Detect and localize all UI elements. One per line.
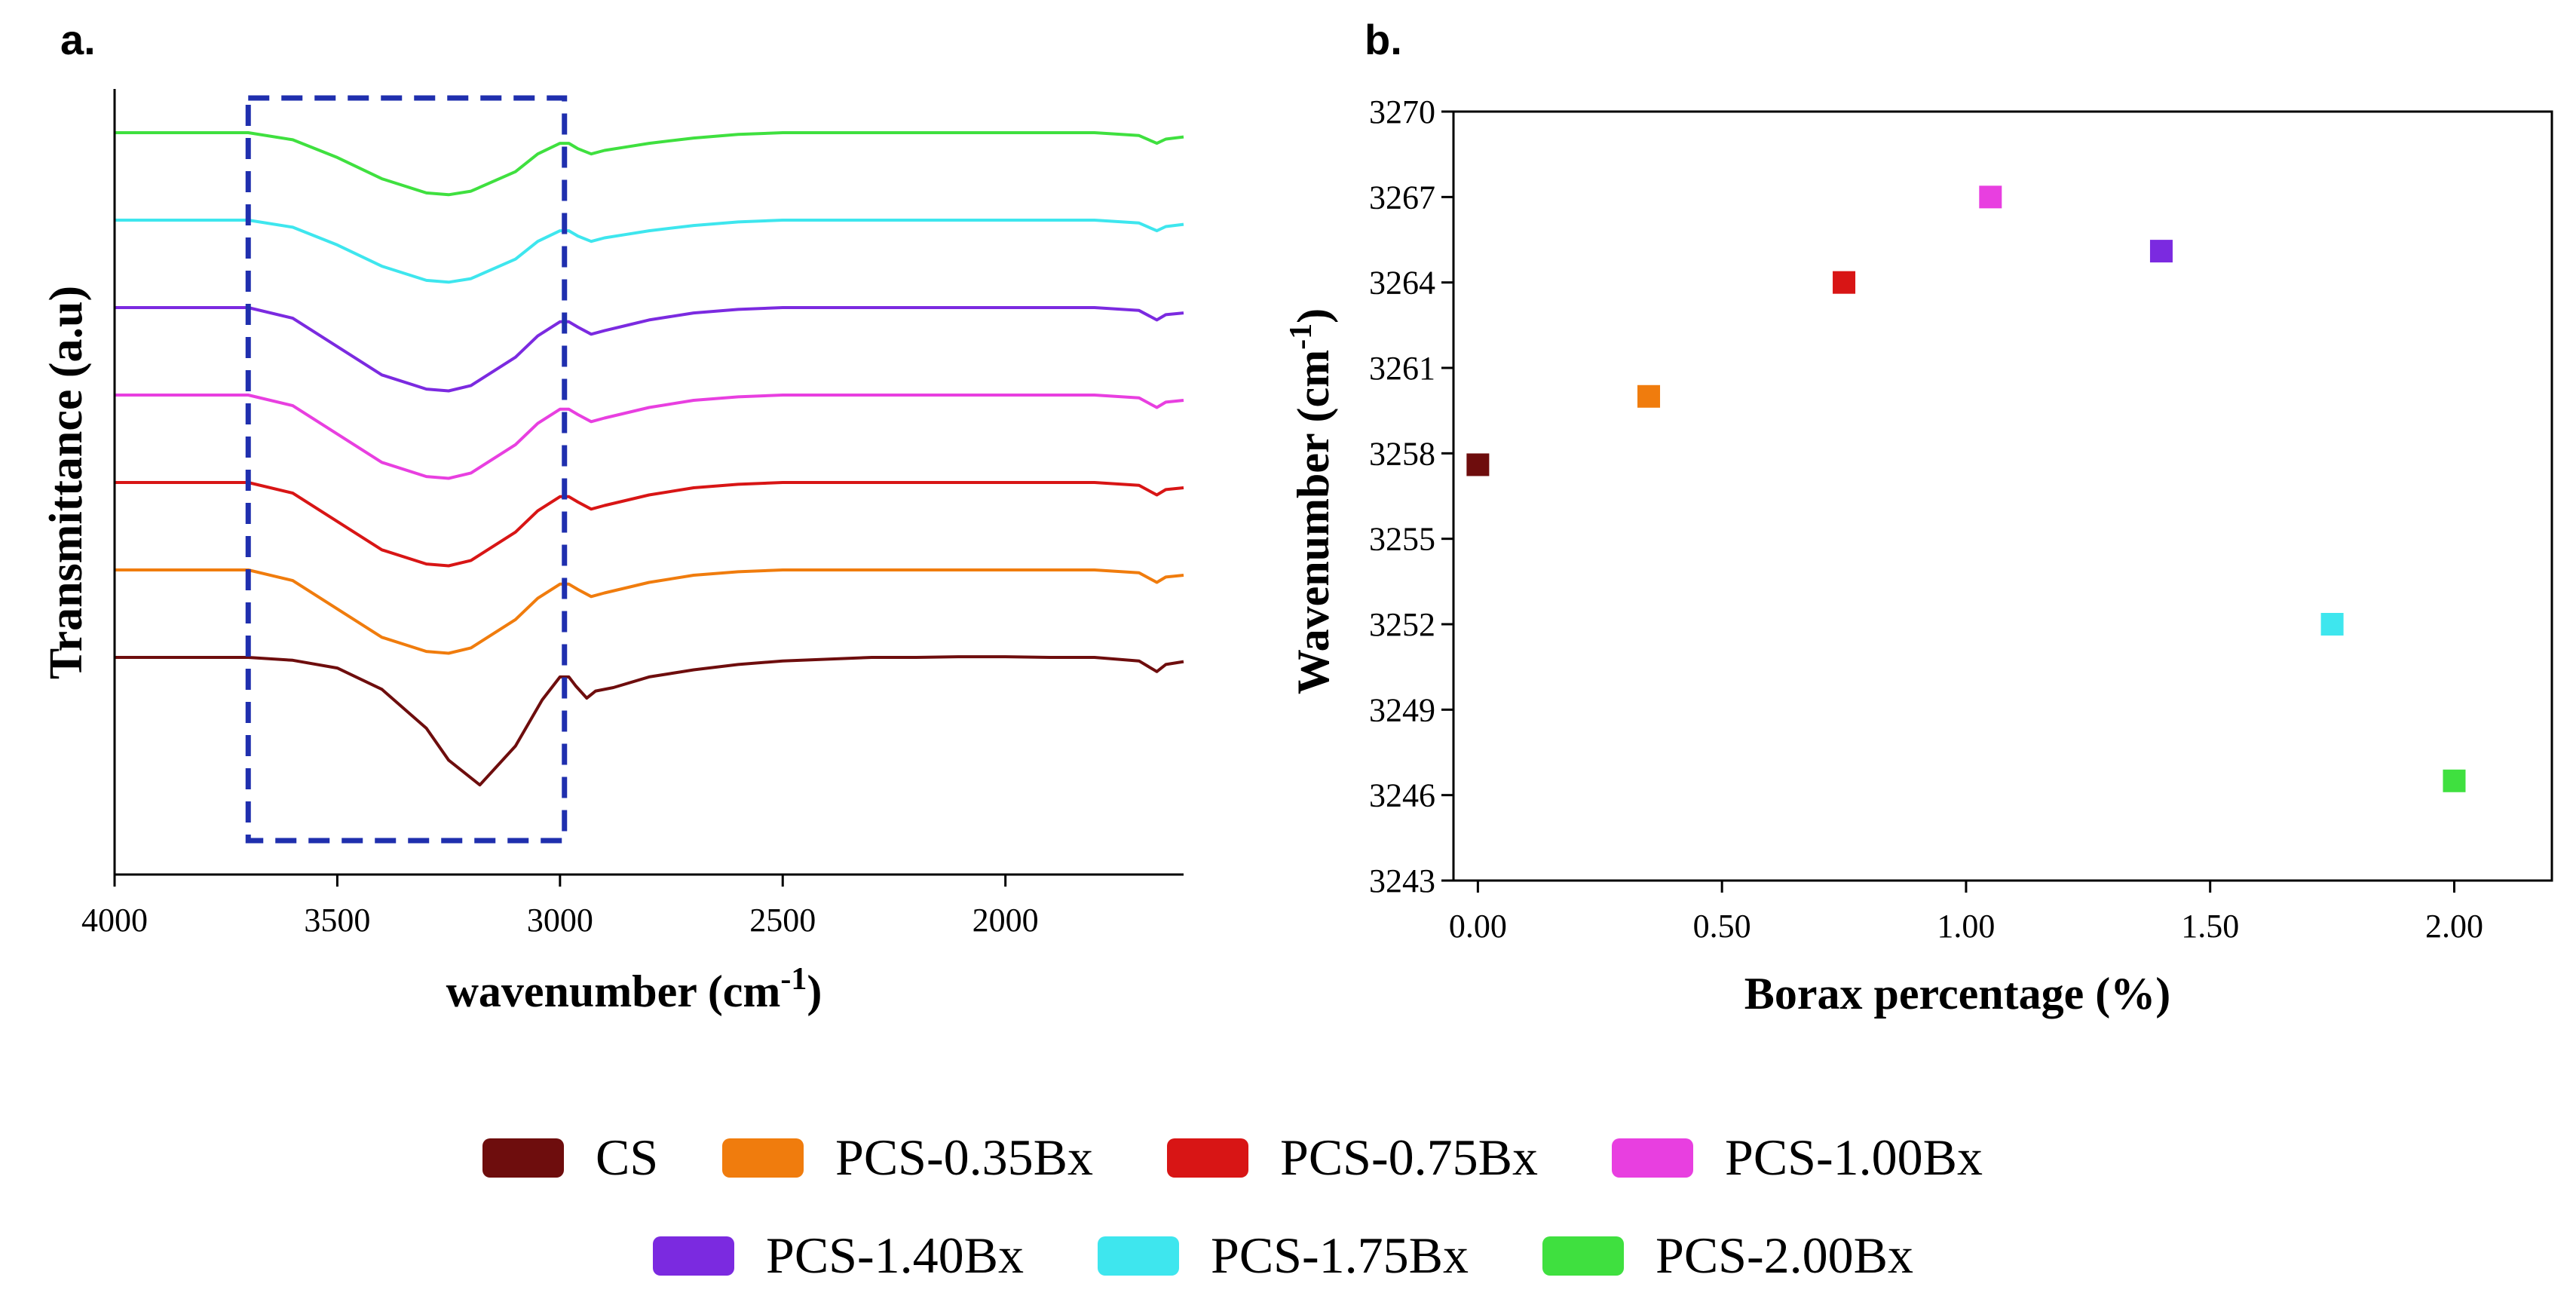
ftir-line-pcs-0-35bx — [115, 568, 1184, 655]
point-cs — [1466, 453, 1490, 476]
y-axis-ticks: 3243 3246 3249 3252 3255 3258 3261 3264 3267 3270 — [1369, 93, 1453, 899]
point-pcs-0-75bx — [1833, 271, 1856, 294]
plot-frame — [1452, 110, 2553, 882]
ftir-line-pcs-1-00bx — [115, 394, 1184, 480]
x-tick-label: 4000 — [81, 902, 148, 939]
legend-label-pcs-2-00bx: PCS-2.00Bx — [1656, 1227, 1913, 1284]
y-axis-title: Wavenumber (cm-1) — [1284, 308, 1338, 694]
x-tick-label: 1.50 — [2181, 908, 2239, 945]
legend-swatch-pcs-2-00bx — [1542, 1236, 1624, 1276]
ftir-spectra-chart: 4000 3500 3000 2500 2000 Transmittance (a.u)… — [41, 89, 1184, 1016]
y-tick-label: 3255 — [1369, 521, 1435, 558]
ftir-line-pcs-1-75bx — [115, 219, 1184, 284]
y-tick-label: 3267 — [1369, 179, 1435, 216]
y-tick-label: 3261 — [1369, 350, 1435, 387]
legend-swatch-pcs-1-75bx — [1098, 1236, 1179, 1276]
y-tick-label: 3249 — [1369, 691, 1435, 728]
point-pcs-0-35bx — [1637, 384, 1661, 408]
legend: CS PCS-0.35Bx PCS-0.75Bx PCS-1.00Bx PCS-1.40… — [482, 1129, 1983, 1284]
point-pcs-1-75bx — [2320, 613, 2344, 636]
x-tick-label: 2.00 — [2425, 908, 2483, 945]
x-tick-label: 1.00 — [1937, 908, 1995, 945]
y-tick-label: 3243 — [1369, 862, 1435, 899]
legend-swatch-pcs-1-40bx — [653, 1236, 734, 1276]
y-tick-label: 3258 — [1369, 435, 1435, 472]
ftir-line-pcs-2-00bx — [115, 131, 1184, 197]
x-tick-label: 2000 — [973, 902, 1039, 939]
scatter-points — [1466, 185, 2466, 792]
x-tick-label: 2500 — [749, 902, 816, 939]
panel-b-label: b. — [1365, 16, 1402, 63]
ftir-line-cs — [115, 655, 1184, 787]
y-tick-label: 3246 — [1369, 777, 1435, 814]
x-tick-label: 3500 — [304, 902, 370, 939]
x-tick-label: 0.50 — [1693, 908, 1751, 945]
legend-label-cs: CS — [596, 1129, 658, 1186]
legend-label-pcs-1-40bx: PCS-1.40Bx — [766, 1227, 1024, 1284]
legend-label-pcs-1-00bx: PCS-1.00Bx — [1725, 1129, 1983, 1186]
panel-a-label: a. — [60, 16, 96, 63]
legend-swatch-pcs-0-75bx — [1167, 1138, 1248, 1178]
wavenumber-scatter-chart: 0.00 0.50 1.00 1.50 2.00 3243 3246 3249 3252 325… — [1284, 93, 2553, 1019]
x-tick-label: 0.00 — [1449, 908, 1507, 945]
legend-swatch-pcs-1-00bx — [1612, 1138, 1693, 1178]
y-tick-label: 3252 — [1369, 606, 1435, 643]
point-pcs-2-00bx — [2443, 769, 2466, 792]
point-pcs-1-00bx — [1979, 185, 2002, 209]
point-pcs-1-40bx — [2149, 240, 2173, 263]
x-tick-label: 3000 — [527, 902, 593, 939]
y-tick-label: 3270 — [1369, 93, 1435, 130]
x-axis-title: Borax percentage (%) — [1744, 969, 2170, 1019]
ftir-line-pcs-1-40bx — [115, 306, 1184, 393]
legend-label-pcs-1-75bx: PCS-1.75Bx — [1211, 1227, 1469, 1284]
x-axis-ticks: 0.00 0.50 1.00 1.50 2.00 — [1449, 881, 2483, 945]
y-axis-title: Transmittance (a.u) — [41, 286, 92, 679]
legend-swatch-cs — [482, 1138, 564, 1178]
ftir-line-pcs-0-75bx — [115, 481, 1184, 568]
x-axis-ticks: 4000 3500 3000 2500 2000 — [81, 875, 1039, 939]
ftir-series-group — [115, 131, 1184, 787]
legend-swatch-pcs-0-35bx — [722, 1138, 804, 1178]
y-tick-label: 3264 — [1369, 265, 1435, 302]
x-axis-title: wavenumber (cm-1) — [446, 962, 822, 1016]
legend-label-pcs-0-35bx: PCS-0.35Bx — [835, 1129, 1093, 1186]
legend-label-pcs-0-75bx: PCS-0.75Bx — [1280, 1129, 1538, 1186]
